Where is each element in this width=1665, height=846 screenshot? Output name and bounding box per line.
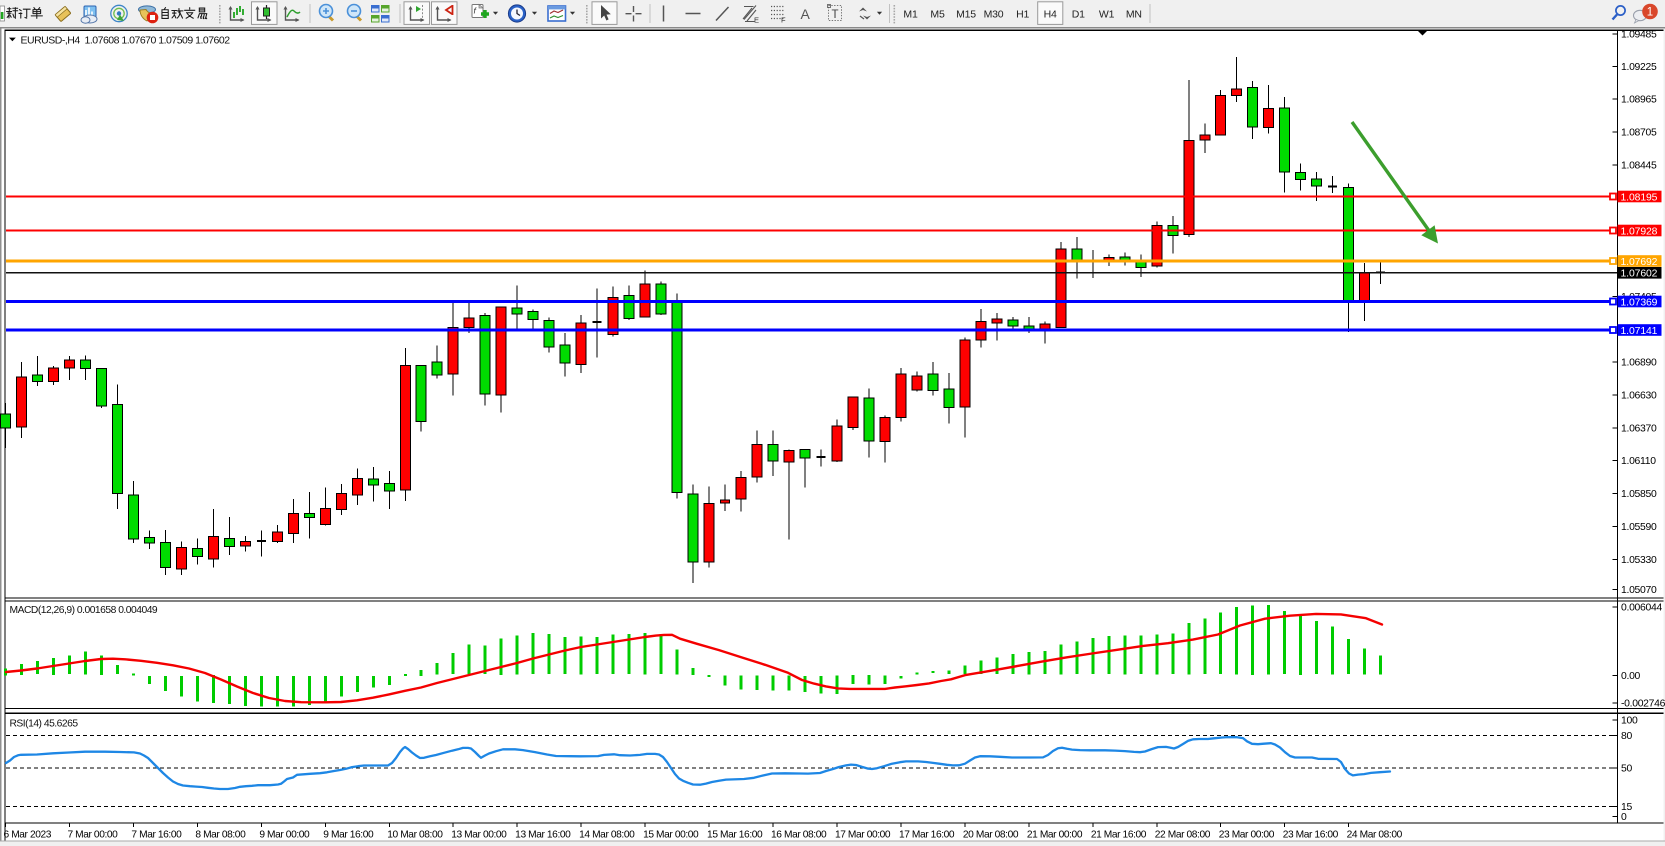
- svg-text:W1: W1: [1099, 9, 1115, 21]
- svg-text:1.08965: 1.08965: [1621, 95, 1657, 106]
- svg-text:1.08195: 1.08195: [1621, 192, 1658, 203]
- svg-text:15 Mar 16:00: 15 Mar 16:00: [707, 830, 763, 841]
- svg-text:21 Mar 00:00: 21 Mar 00:00: [1027, 830, 1083, 841]
- svg-text:1.05070: 1.05070: [1621, 585, 1657, 596]
- svg-text:20 Mar 08:00: 20 Mar 08:00: [963, 830, 1019, 841]
- svg-text:A: A: [801, 6, 811, 22]
- svg-text:-0.002746: -0.002746: [1621, 699, 1665, 710]
- svg-text:MACD(12,26,9) 0.001658 0.00404: MACD(12,26,9) 0.001658 0.004049: [10, 605, 158, 616]
- svg-text:17 Mar 16:00: 17 Mar 16:00: [899, 830, 955, 841]
- svg-text:EURUSD-,H4 1.07608 1.07670 1.: EURUSD-,H4 1.07608 1.07670 1.07509 1.076…: [21, 35, 231, 47]
- svg-text:9 Mar 00:00: 9 Mar 00:00: [259, 830, 310, 841]
- svg-text:MN: MN: [1126, 9, 1142, 21]
- svg-text:M15: M15: [956, 9, 976, 21]
- svg-text:1.05590: 1.05590: [1621, 522, 1657, 533]
- svg-text:9 Mar 16:00: 9 Mar 16:00: [323, 830, 374, 841]
- svg-text:23 Mar 00:00: 23 Mar 00:00: [1219, 830, 1275, 841]
- svg-text:1.07369: 1.07369: [1621, 297, 1658, 308]
- svg-text:100: 100: [1621, 716, 1638, 727]
- svg-text:f: f: [474, 6, 478, 16]
- svg-text:1.06370: 1.06370: [1621, 424, 1657, 435]
- svg-text:0.00: 0.00: [1621, 671, 1641, 682]
- svg-text:16 Mar 08:00: 16 Mar 08:00: [771, 830, 827, 841]
- svg-text:1.07602: 1.07602: [1621, 269, 1658, 280]
- svg-text:1.05850: 1.05850: [1621, 489, 1657, 500]
- svg-text:0: 0: [1621, 812, 1627, 823]
- svg-text:1.09485: 1.09485: [1621, 30, 1657, 41]
- svg-text:24 Mar 08:00: 24 Mar 08:00: [1347, 830, 1403, 841]
- svg-text:15: 15: [1621, 802, 1632, 813]
- svg-text:23 Mar 16:00: 23 Mar 16:00: [1283, 830, 1339, 841]
- svg-text:22 Mar 08:00: 22 Mar 08:00: [1155, 830, 1211, 841]
- svg-text:D1: D1: [1072, 9, 1085, 21]
- svg-text:0.006044: 0.006044: [1621, 603, 1662, 614]
- svg-text:1.06630: 1.06630: [1621, 391, 1657, 402]
- svg-text:17 Mar 00:00: 17 Mar 00:00: [835, 830, 891, 841]
- svg-text:M5: M5: [930, 9, 945, 21]
- svg-text:H1: H1: [1016, 9, 1029, 21]
- svg-text:8 Mar 08:00: 8 Mar 08:00: [195, 830, 246, 841]
- svg-text:1.08705: 1.08705: [1621, 128, 1657, 139]
- svg-text:RSI(14) 45.6265: RSI(14) 45.6265: [10, 719, 79, 730]
- svg-text:1.09225: 1.09225: [1621, 62, 1657, 73]
- svg-text:1.06890: 1.06890: [1621, 358, 1657, 369]
- svg-text:6 Mar 2023: 6 Mar 2023: [4, 830, 52, 841]
- svg-text:1.05330: 1.05330: [1621, 555, 1657, 566]
- svg-text:1.06110: 1.06110: [1621, 456, 1656, 467]
- svg-text:14 Mar 08:00: 14 Mar 08:00: [579, 830, 635, 841]
- svg-text:15 Mar 00:00: 15 Mar 00:00: [643, 830, 699, 841]
- svg-text:50: 50: [1621, 764, 1632, 775]
- svg-text:T: T: [832, 9, 839, 21]
- svg-text:1.07141: 1.07141: [1621, 326, 1658, 337]
- svg-text:M1: M1: [903, 9, 918, 21]
- svg-text:7 Mar 00:00: 7 Mar 00:00: [67, 830, 118, 841]
- svg-text:1: 1: [1647, 7, 1653, 19]
- svg-text:7 Mar 16:00: 7 Mar 16:00: [131, 830, 182, 841]
- svg-text:1.07928: 1.07928: [1621, 226, 1658, 237]
- svg-text:10 Mar 08:00: 10 Mar 08:00: [387, 830, 443, 841]
- svg-text:1.07692: 1.07692: [1621, 257, 1658, 268]
- svg-text:80: 80: [1621, 731, 1632, 742]
- svg-text:13 Mar 00:00: 13 Mar 00:00: [451, 830, 507, 841]
- svg-text:F: F: [781, 16, 786, 25]
- svg-text:1.08445: 1.08445: [1621, 161, 1657, 172]
- svg-text:H4: H4: [1044, 9, 1057, 21]
- svg-text:13 Mar 16:00: 13 Mar 16:00: [515, 830, 571, 841]
- svg-text:21 Mar 16:00: 21 Mar 16:00: [1091, 830, 1147, 841]
- svg-text:E: E: [754, 16, 759, 25]
- svg-text:M30: M30: [984, 9, 1004, 21]
